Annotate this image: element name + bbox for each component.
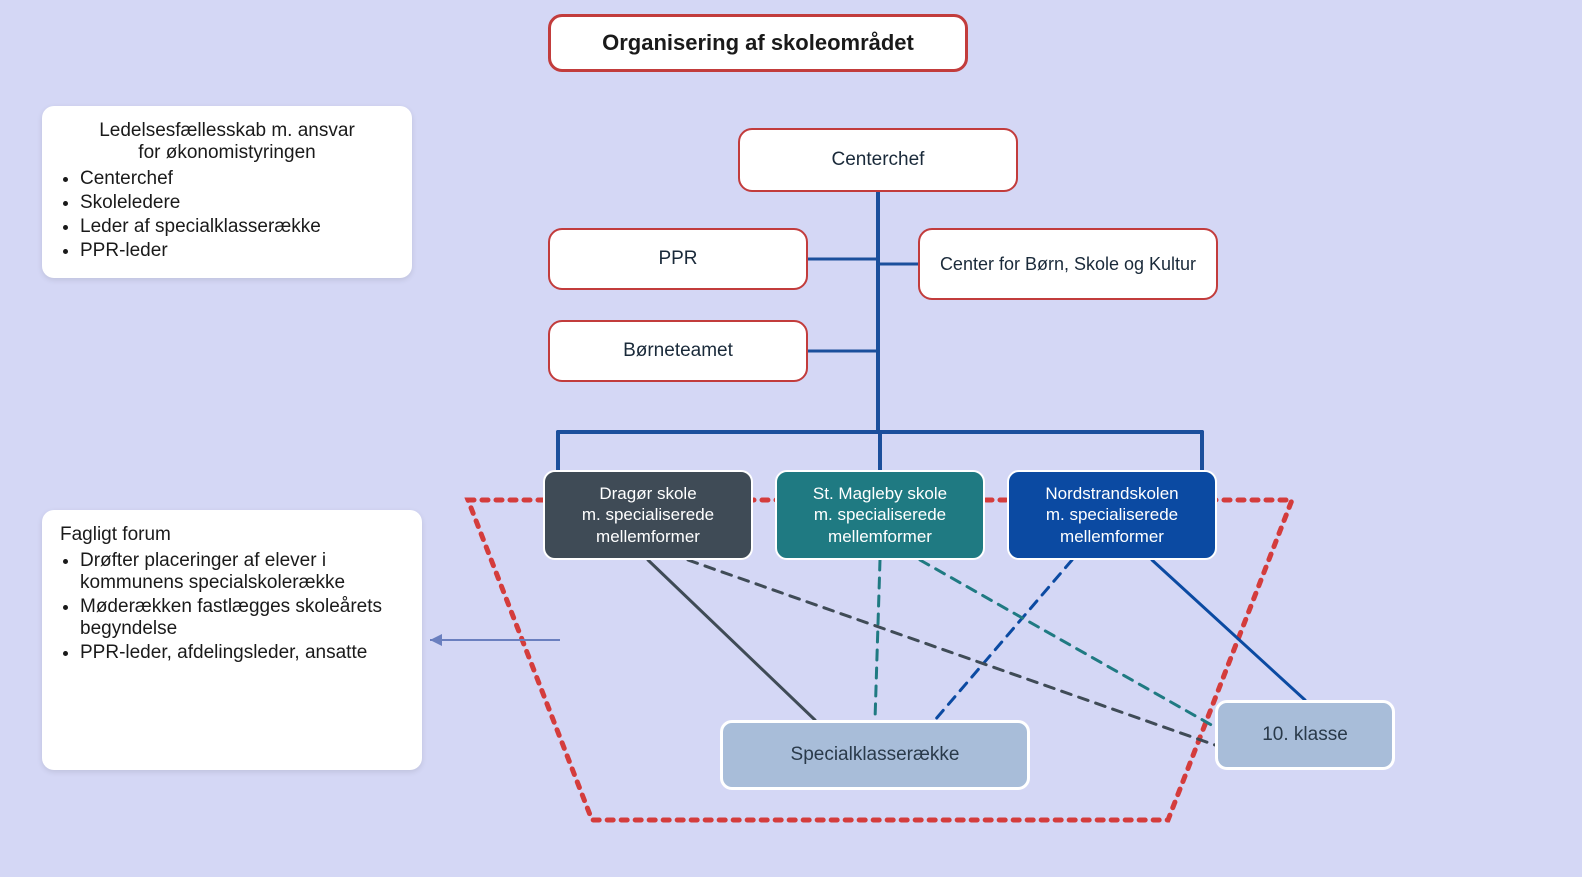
infobox-leadership-title-1: for økonomistyringen (60, 142, 394, 164)
node-ppr: PPR (548, 228, 808, 290)
node-centerchef-label: Centerchef (832, 148, 925, 172)
infobox-leadership-bullet-2: Leder af specialklasserække (80, 216, 394, 238)
node-centerchef: Centerchef (738, 128, 1018, 192)
infobox-leadership: Ledelsesfællesskab m. ansvarfor økonomis… (42, 106, 412, 278)
node-klasse10-label: 10. klasse (1262, 723, 1348, 747)
infobox-fagligt-bullet-0: Drøfter placeringer af elever i kommunen… (80, 550, 404, 594)
node-cbsk-label: Center for Børn, Skole og Kultur (940, 253, 1196, 276)
node-klasse10: 10. klasse (1215, 700, 1395, 770)
fagligt-arrow-head (430, 634, 442, 646)
node-specialklasse: Specialklasserække (720, 720, 1030, 790)
infobox-fagligt-title-0: Fagligt forum (60, 524, 404, 546)
infobox-fagligt-bullet-2: PPR-leder, afdelingsleder, ansatte (80, 642, 404, 664)
node-ppr-label: PPR (658, 247, 697, 271)
infobox-leadership-title-0: Ledelsesfællesskab m. ansvar (60, 120, 394, 142)
infobox-leadership-bullet-0: Centerchef (80, 168, 394, 190)
node-nordstrand-label: Nordstrandskolenm. specialiserede mellem… (1019, 483, 1205, 547)
infobox-leadership-bullet-1: Skoleledere (80, 192, 394, 214)
node-borneteamet: Børneteamet (548, 320, 808, 382)
node-dragor-label: Dragør skolem. specialiserede mellemform… (555, 483, 741, 547)
infobox-leadership-list: CenterchefSkoleledereLeder af specialkla… (60, 168, 394, 262)
infobox-fagligt-list: Drøfter placeringer af elever i kommunen… (60, 550, 404, 664)
node-dragor: Dragør skolem. specialiserede mellemform… (543, 470, 753, 560)
edge-11 (688, 560, 1215, 745)
edge-10 (935, 560, 1072, 720)
diagram-canvas: Organisering af skoleområdet Centerchef PP… (0, 0, 1582, 877)
edge-9 (875, 560, 880, 720)
node-magleby-label: St. Magleby skolem. specialiserede melle… (787, 483, 973, 547)
node-title: Organisering af skoleområdet (548, 14, 968, 72)
infobox-fagligt-bullet-1: Møderækken fastlægges skoleårets begynde… (80, 596, 404, 640)
edge-12 (920, 560, 1215, 727)
edge-8 (648, 560, 815, 720)
node-magleby: St. Magleby skolem. specialiserede melle… (775, 470, 985, 560)
node-borneteamet-label: Børneteamet (623, 339, 733, 363)
infobox-leadership-bullet-3: PPR-leder (80, 240, 394, 262)
node-nordstrand: Nordstrandskolenm. specialiserede mellem… (1007, 470, 1217, 560)
node-specialklasse-label: Specialklasserække (791, 743, 960, 767)
node-cbsk: Center for Børn, Skole og Kultur (918, 228, 1218, 300)
edge-13 (1152, 560, 1305, 700)
node-title-label: Organisering af skoleområdet (602, 29, 914, 57)
infobox-fagligt: Fagligt forum Drøfter placeringer af elev… (42, 510, 422, 770)
